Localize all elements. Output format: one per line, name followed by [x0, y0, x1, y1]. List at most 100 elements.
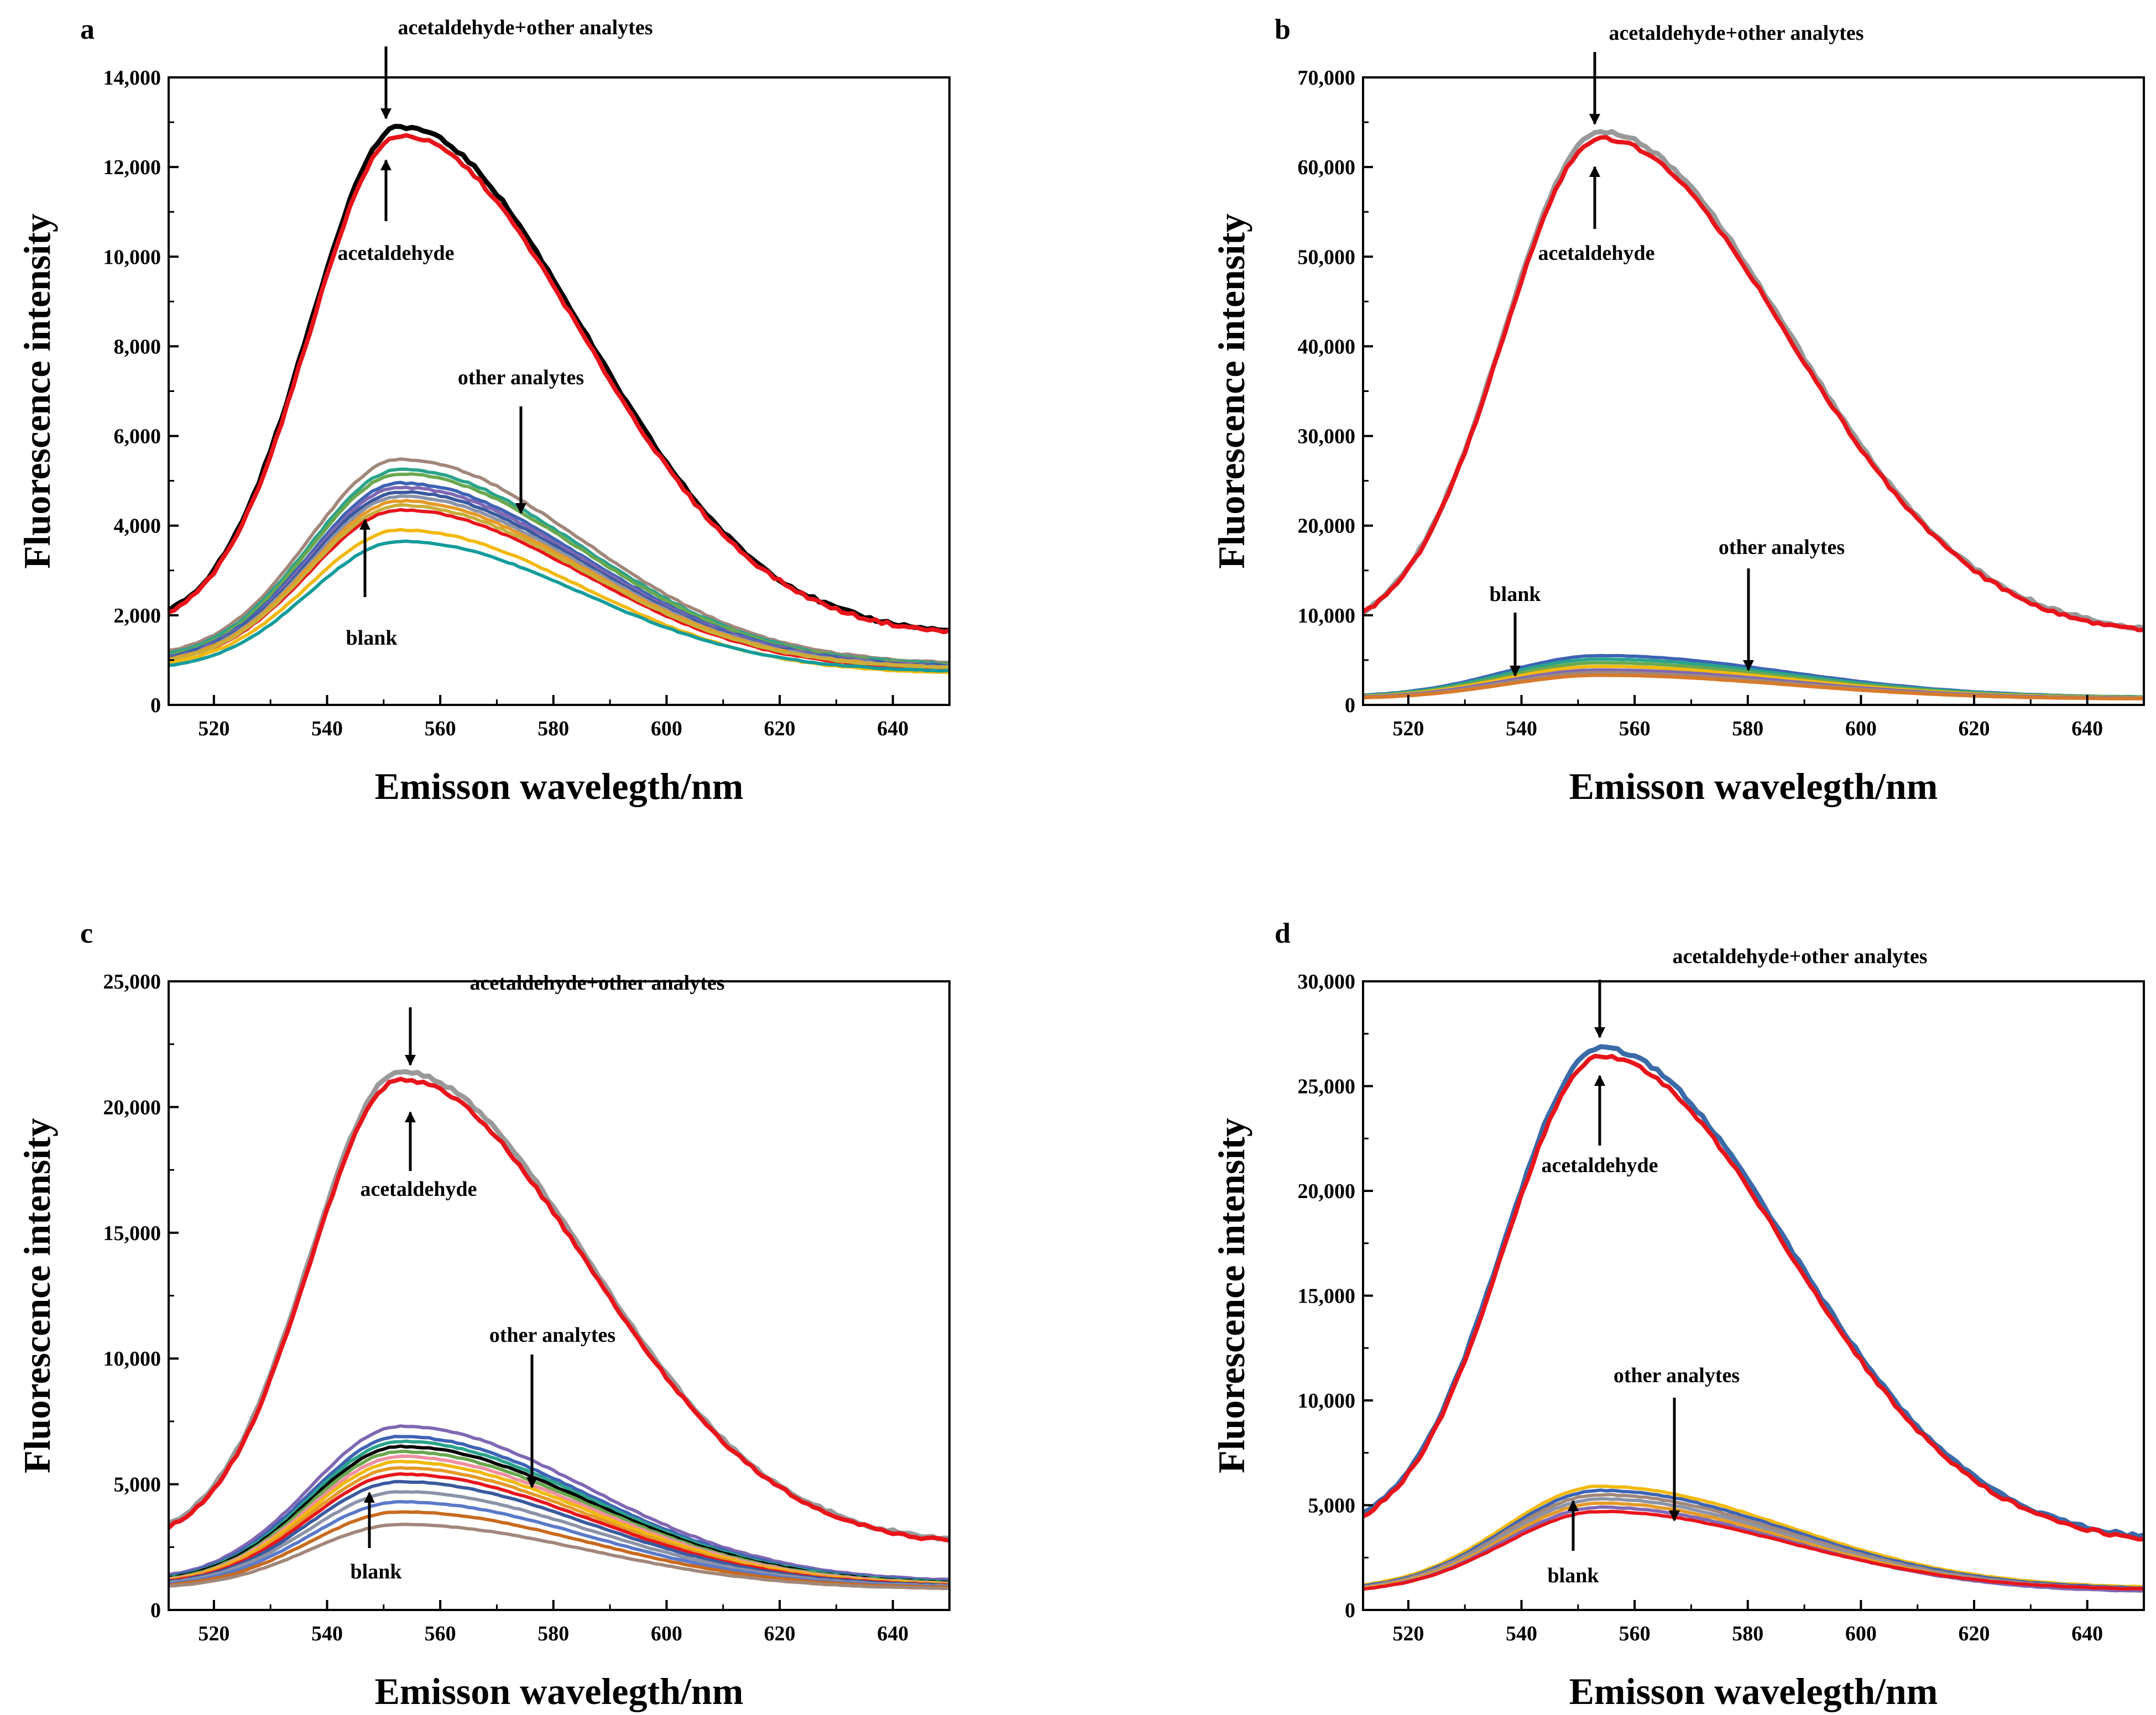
y-tick-label: 15,000	[1298, 1285, 1356, 1308]
x-tick-label: 600	[651, 1622, 682, 1645]
x-tick-label: 580	[537, 1622, 569, 1645]
y-axis-title: Fluorescence intensity	[1210, 213, 1252, 569]
y-axis-title: Fluorescence intensity	[16, 213, 58, 569]
y-tick-label: 70,000	[1298, 66, 1356, 90]
x-tick-label: 640	[877, 1622, 909, 1645]
panel-b: b 520 540 560 580 600 620 640 0 10,000 20,000 30,00…	[1210, 14, 2145, 807]
x-tick-label: 520	[1392, 1622, 1424, 1645]
panel-d: d 520 540 560 580 600 620 640 0 5,000 10,000 15,000…	[1210, 918, 2145, 1712]
series-line	[1362, 1488, 2144, 1590]
y-tick-label: 60,000	[1298, 156, 1356, 179]
y-tick-label: 5,000	[114, 1473, 161, 1497]
annotation-label: other analytes	[489, 1324, 615, 1347]
series-line	[168, 457, 950, 665]
x-tick-label: 600	[1845, 1622, 1877, 1645]
x-tick-label: 560	[425, 1622, 456, 1645]
y-tick-label: 0	[150, 1599, 161, 1622]
y-tick-label: 12,000	[103, 156, 161, 179]
x-axis-title: Emisson wavelegth/nm	[1569, 1670, 1938, 1712]
annotation-label: other analytes	[1719, 536, 1845, 559]
panel-c: c 520 540 560 580 600 620 640 0 5,000 10,000 15,000…	[16, 918, 951, 1712]
x-tick-label: 560	[1619, 717, 1651, 740]
x-axis-title: Emisson wavelegth/nm	[1569, 765, 1938, 807]
x-tick-label: 620	[764, 717, 796, 740]
y-tick-label: 30,000	[1298, 970, 1356, 994]
annotation-label: acetaldehyde	[1538, 242, 1654, 265]
series-line	[168, 1069, 949, 1542]
annotation-label: blank	[351, 1560, 403, 1583]
x-axis-title: Emisson wavelegth/nm	[375, 1670, 744, 1712]
x-tick-label: 580	[1732, 717, 1763, 740]
panel-a: a 520 540 560 580 600 620 640 0 2,000 4,000 6,000 8,…	[16, 14, 951, 807]
x-tick-label: 620	[1959, 1622, 1990, 1645]
y-tick-label: 0	[1345, 1599, 1355, 1622]
x-tick-label: 600	[651, 717, 682, 740]
series-line	[1362, 1509, 2144, 1591]
y-axis-title: Fluorescence intensity	[16, 1118, 58, 1473]
x-tick-label: 640	[2071, 717, 2103, 740]
y-tick-label: 50,000	[1298, 245, 1356, 269]
panel-letter: a	[80, 14, 95, 45]
y-tick-label: 2,000	[114, 604, 161, 628]
annotation-label: acetaldehyde	[337, 242, 454, 265]
x-tick-label: 540	[311, 1622, 343, 1645]
y-tick-label: 8,000	[114, 335, 161, 358]
annotation-label: acetaldehyde	[360, 1178, 477, 1201]
y-tick-label: 0	[150, 694, 161, 717]
y-tick-label: 30,000	[1298, 425, 1356, 448]
y-axis-title: Fluorescence intensity	[1210, 1118, 1252, 1473]
x-tick-label: 620	[764, 1622, 796, 1645]
y-tick-label: 0	[1345, 694, 1355, 717]
x-tick-label: 620	[1959, 717, 1990, 740]
y-tick-label: 15,000	[103, 1222, 161, 1245]
x-tick-label: 540	[311, 717, 343, 740]
series-line	[167, 1076, 950, 1543]
x-tick-label: 520	[1392, 717, 1424, 740]
x-tick-label: 520	[198, 1622, 229, 1645]
panel-letter: c	[80, 918, 93, 949]
y-tick-label: 25,000	[103, 970, 161, 994]
x-tick-label: 560	[425, 717, 456, 740]
annotation-label: other analytes	[458, 366, 584, 389]
y-tick-label: 20,000	[103, 1096, 161, 1119]
x-tick-label: 580	[1732, 1622, 1763, 1645]
y-tick-label: 10,000	[103, 1347, 161, 1371]
annotation-label: blank	[1490, 583, 1542, 606]
y-tick-label: 10,000	[1298, 1389, 1356, 1413]
series-line	[168, 1523, 950, 1591]
series-line	[168, 503, 950, 670]
y-tick-label: 10,000	[103, 245, 161, 269]
panel-letter: d	[1275, 918, 1291, 949]
series-line	[168, 1424, 950, 1582]
y-tick-label: 25,000	[1298, 1075, 1356, 1099]
x-tick-label: 600	[1845, 717, 1877, 740]
annotation-label: other analytes	[1614, 1364, 1740, 1387]
y-tick-label: 40,000	[1298, 335, 1356, 358]
y-tick-label: 5,000	[1308, 1494, 1356, 1518]
x-axis-title: Emisson wavelegth/nm	[375, 765, 744, 807]
series-line	[1362, 673, 2144, 700]
annotation-label: blank	[1548, 1564, 1600, 1587]
x-tick-label: 580	[537, 717, 569, 740]
annotation-label: acetaldehyde	[1541, 1154, 1658, 1177]
annotation-label: acetaldehyde+other analytes	[1609, 22, 1863, 45]
series-line	[168, 133, 950, 635]
series-line	[1361, 1044, 2144, 1539]
y-tick-label: 4,000	[114, 515, 161, 538]
annotation-label: acetaldehyde+other analytes	[1672, 945, 1927, 968]
series-line	[1361, 135, 2144, 632]
annotation-label: blank	[346, 626, 398, 650]
x-tick-label: 560	[1619, 1622, 1651, 1645]
series-line	[1362, 1054, 2144, 1542]
x-tick-label: 640	[2071, 1622, 2103, 1645]
x-tick-label: 540	[1506, 717, 1537, 740]
plot-frame	[1362, 76, 2145, 706]
y-tick-label: 6,000	[114, 425, 161, 448]
series-line	[168, 1439, 950, 1584]
y-tick-label: 14,000	[103, 66, 161, 90]
annotation-label: acetaldehyde+other analytes	[469, 971, 724, 995]
x-tick-label: 520	[198, 717, 229, 740]
x-tick-label: 540	[1506, 1622, 1537, 1645]
series-line	[168, 539, 950, 673]
